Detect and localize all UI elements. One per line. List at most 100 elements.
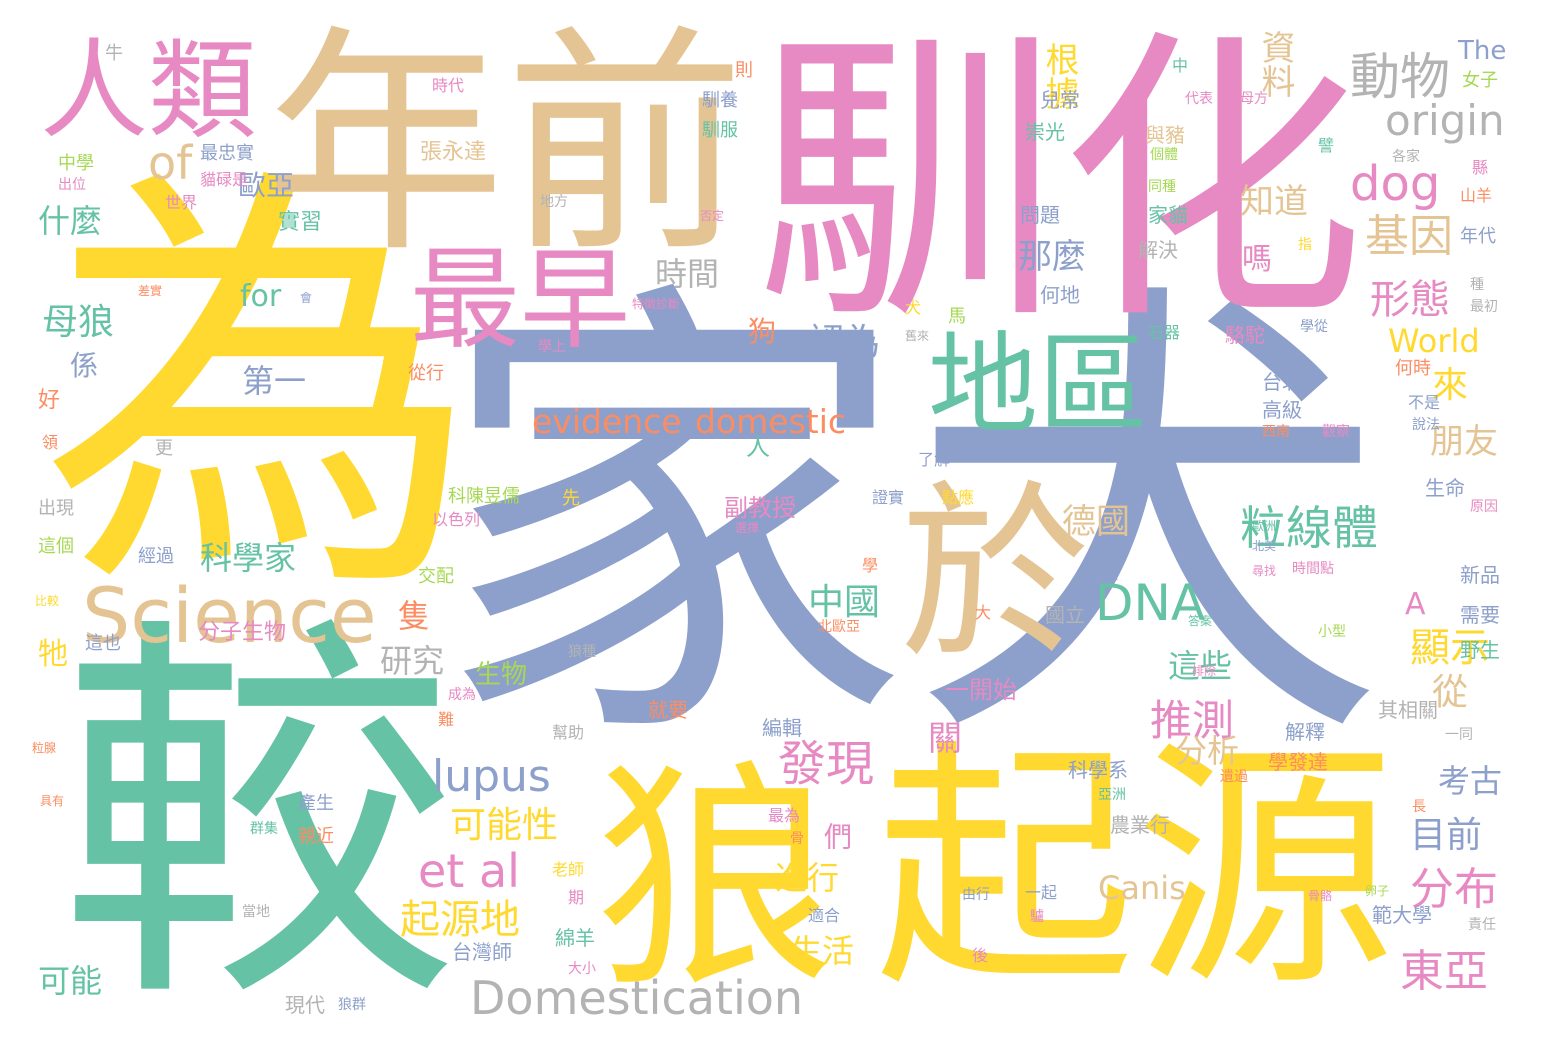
word: 卵子: [1365, 884, 1390, 898]
word: evidence: [532, 402, 682, 441]
word: 指: [1298, 237, 1312, 253]
word: 粒腺: [32, 741, 57, 755]
word: 德國: [1062, 502, 1130, 542]
word: 種: [1470, 277, 1484, 293]
word: 分析: [1175, 732, 1240, 770]
word: 舊來: [905, 329, 930, 343]
word: 科學家: [200, 539, 297, 577]
word: 解決: [1138, 238, 1178, 262]
word: 兒常: [1040, 88, 1080, 112]
word: of: [148, 136, 193, 190]
word: 生活: [790, 932, 855, 970]
word: 高級: [1262, 398, 1302, 422]
word: 狼: [595, 740, 836, 1020]
word: 比較: [35, 594, 60, 608]
word: 答案: [1188, 614, 1213, 628]
word: World: [1388, 322, 1480, 360]
word: 不是: [1408, 393, 1441, 412]
word: 實習: [278, 210, 323, 235]
word: 年前: [265, 5, 746, 285]
word: 年代: [1460, 226, 1496, 247]
word: 產生: [298, 793, 334, 814]
word: 當地: [242, 904, 270, 920]
word: 小型: [1318, 624, 1346, 640]
word: 起源: [875, 719, 1395, 1021]
word: 先: [562, 488, 580, 509]
word: 西南: [1262, 424, 1290, 440]
word: 生命: [1425, 476, 1465, 500]
word: 出現: [38, 498, 74, 519]
word: 目前: [1410, 815, 1483, 856]
word: 歐亞: [238, 169, 295, 202]
word: 遺過: [1220, 769, 1248, 785]
word: 點應: [942, 488, 975, 507]
word: 則: [735, 60, 753, 81]
word: 新品: [1460, 563, 1500, 587]
word: 最早: [410, 236, 630, 364]
word: 崇光: [1025, 120, 1065, 144]
word: 編輯: [762, 716, 802, 740]
word: 解釋: [1285, 720, 1325, 744]
word: 馬: [948, 306, 966, 327]
word: 東亞: [1400, 946, 1488, 997]
word: 於: [900, 464, 1091, 685]
word: 由行: [962, 887, 990, 903]
word: 科學系: [1068, 758, 1128, 782]
word: 代表: [1185, 91, 1213, 107]
word: 差實: [138, 284, 163, 298]
word: 縣: [1472, 158, 1489, 177]
word: 基因: [1365, 211, 1453, 262]
word: 母狼: [42, 302, 115, 343]
word: 家貓: [1148, 203, 1188, 227]
word: 動物: [1350, 48, 1450, 106]
word: 同種: [1148, 179, 1176, 195]
word: 粒線體: [1240, 501, 1378, 555]
word: 顯示: [1410, 625, 1490, 671]
word: 老師: [552, 860, 585, 879]
word: 那麼: [1018, 237, 1086, 277]
word: 農場: [608, 339, 636, 355]
word: 世界: [165, 193, 198, 212]
word: 根據: [1039, 42, 1079, 110]
word: 大小: [568, 961, 596, 977]
word: 駱駝: [1225, 323, 1265, 347]
word: 交配: [418, 566, 454, 587]
word: 知道: [1240, 182, 1308, 222]
word: A: [1405, 587, 1426, 622]
word: 說法: [1412, 417, 1440, 433]
word: 中學: [58, 153, 94, 174]
word: 牠: [38, 637, 68, 672]
word: 第一: [242, 362, 307, 400]
word: 驢: [1030, 909, 1044, 925]
word: 地方: [540, 194, 568, 210]
word: 一起: [1025, 883, 1058, 902]
word: 狗: [748, 315, 777, 348]
word: 了解: [918, 450, 951, 469]
word: 副教授: [724, 494, 796, 522]
word: 證實: [872, 488, 905, 507]
word: 綿羊: [555, 926, 595, 950]
word: 適合: [808, 906, 841, 925]
word: 這也: [85, 633, 121, 654]
word: 家犬: [435, 246, 1385, 799]
word: 歐洲: [1252, 519, 1277, 533]
word: 推測: [1150, 696, 1235, 745]
word: 以色列: [432, 510, 481, 529]
word: 人: [746, 433, 770, 461]
word: 國立: [1045, 603, 1085, 627]
word: 生物: [475, 660, 528, 690]
word: 學從: [1300, 319, 1328, 335]
word: 起源地: [400, 897, 520, 943]
word: 問題: [1020, 203, 1060, 227]
word: 台灣師: [452, 940, 512, 964]
word: Science: [82, 571, 377, 660]
word: 骨: [790, 831, 804, 847]
word: 出位: [58, 177, 86, 193]
word: 考古: [1438, 762, 1503, 800]
word: 個體: [1150, 147, 1178, 163]
word: 大: [975, 603, 992, 622]
word: 研究: [380, 642, 445, 680]
word: 現代: [285, 993, 325, 1017]
word: 台北: [1262, 370, 1302, 394]
word: 係: [70, 349, 99, 382]
